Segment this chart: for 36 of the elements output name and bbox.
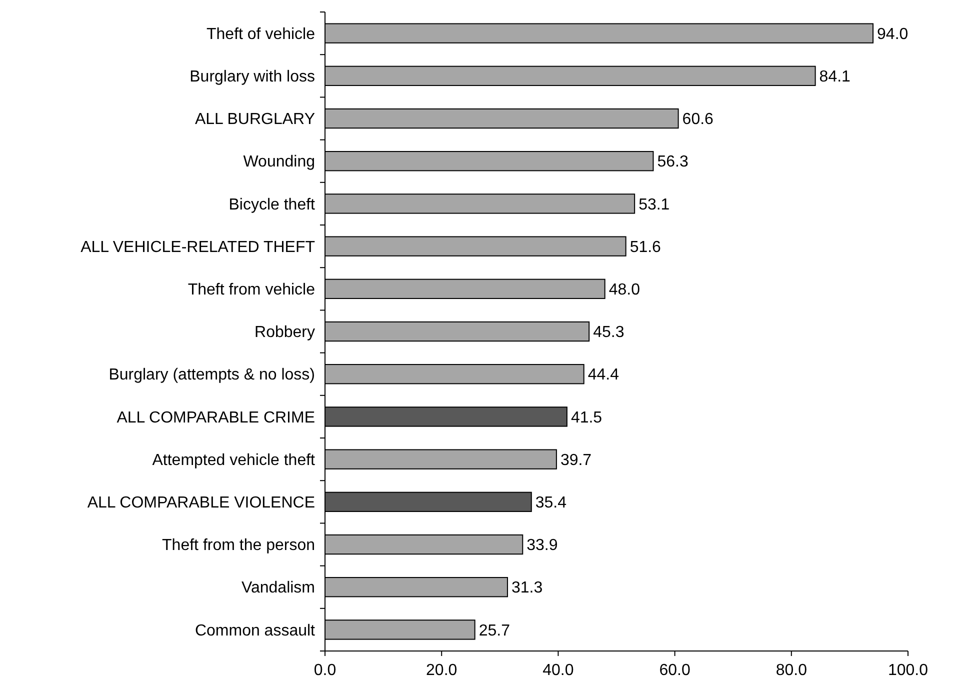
data-label: 31.3 — [511, 580, 543, 597]
data-label: 48.0 — [608, 282, 640, 298]
y-tick-label: Wounding — [243, 154, 315, 171]
x-tick-label: 80.0 — [776, 662, 808, 679]
y-tick-label: Vandalism — [241, 580, 315, 597]
data-label: 35.4 — [535, 494, 567, 512]
data-label: 84.1 — [819, 68, 851, 86]
y-tick-label: ALL COMPARABLE CRIME — [116, 409, 315, 426]
x-tick-label: 0.0 — [314, 662, 336, 679]
data-label: 25.7 — [478, 622, 510, 640]
data-label: 44.4 — [588, 366, 620, 384]
y-tick-label: ALL COMPARABLE VIOLENCE — [87, 494, 315, 512]
x-tick-label: 60.0 — [659, 662, 690, 679]
y-tick-label: Theft from the person — [162, 537, 315, 554]
x-tick-label: 40.0 — [542, 662, 574, 679]
data-label: 41.5 — [570, 409, 602, 426]
y-tick-label: ALL VEHICLE-RELATED THEFT — [80, 238, 316, 256]
data-label: 94.0 — [877, 26, 908, 43]
data-label: 39.7 — [560, 452, 592, 469]
data-label: 51.6 — [630, 238, 662, 256]
y-tick-label: Attempted vehicle theft — [152, 452, 316, 469]
data-label: 60.6 — [682, 111, 714, 128]
data-label: 53.1 — [638, 196, 670, 214]
y-tick-label: Theft of vehicle — [206, 26, 316, 43]
y-tick-label: Robbery — [254, 324, 315, 342]
data-label: 33.9 — [526, 537, 558, 554]
x-tick-label: 20.0 — [426, 662, 458, 679]
data-label: 56.3 — [657, 154, 688, 171]
y-tick-label: Burglary with loss — [190, 68, 315, 86]
y-tick-label: Common assault — [194, 622, 316, 640]
x-tick-label: 100.0 — [888, 662, 928, 679]
data-label: 45.3 — [593, 324, 624, 342]
y-tick-label: Bicycle theft — [228, 196, 316, 214]
y-tick-label: Theft from vehicle — [188, 282, 316, 298]
y-tick-label: ALL BURGLARY — [194, 111, 316, 128]
y-tick-label: Burglary (attempts & no loss) — [108, 366, 315, 384]
